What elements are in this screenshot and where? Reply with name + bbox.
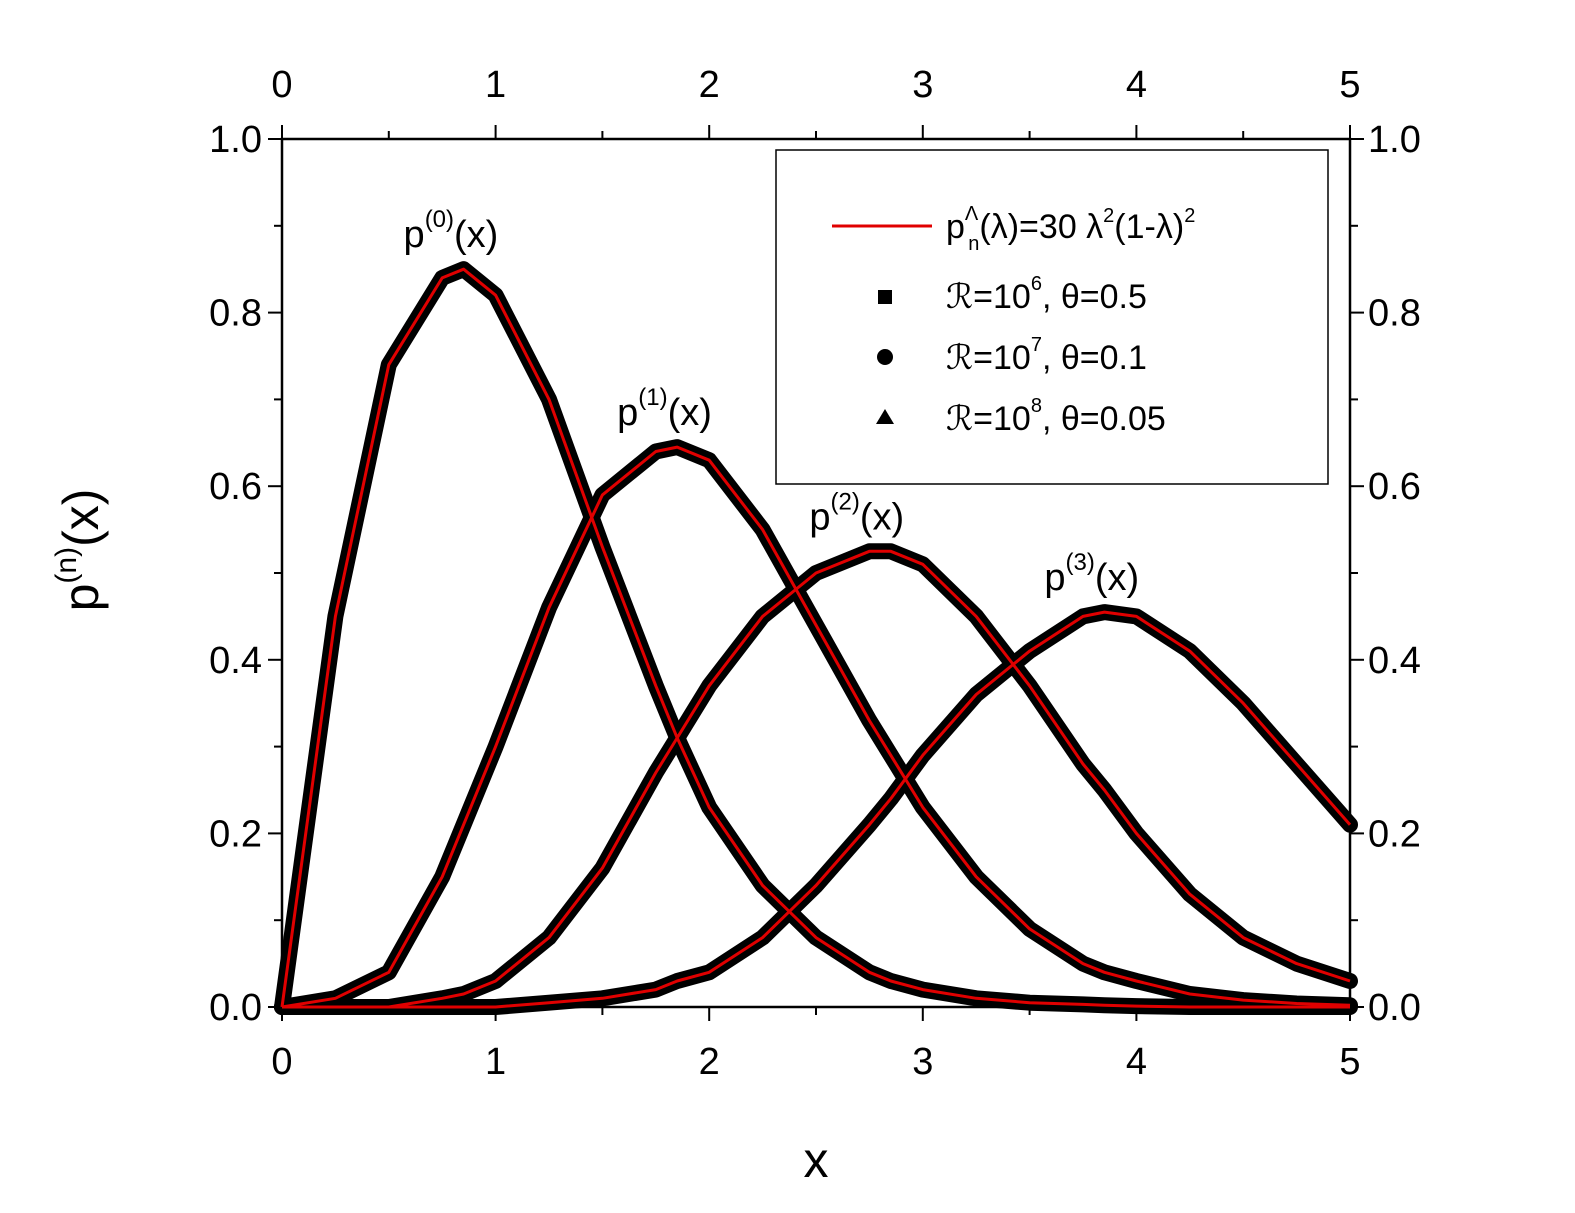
x-tick-label-bottom: 1 xyxy=(485,1041,506,1083)
curve-label-0: p(0)(x) xyxy=(404,206,499,256)
curve-label-3: p(3)(x) xyxy=(1044,549,1139,599)
x-tick-label-bottom: 3 xyxy=(912,1041,933,1083)
y-tick-label-left: 0.8 xyxy=(209,293,262,335)
legend-entry-r7: ℛ=107, θ=0.1 xyxy=(946,334,1147,377)
x-tick-label-bottom: 4 xyxy=(1126,1041,1147,1083)
legend-entry-r8: ℛ=108, θ=0.05 xyxy=(946,395,1166,438)
y-axis-title-base: p xyxy=(53,584,109,612)
curve-annotations: p(0)(x) p(1)(x) p(2)(x) p(3)(x) xyxy=(404,206,1140,599)
y-axis-title-tail: (x) xyxy=(53,489,109,547)
model-curve-2 xyxy=(282,549,1351,1009)
x-tick-label-top: 1 xyxy=(485,64,506,106)
model-curve-3 xyxy=(282,610,1352,1009)
x-tick-label-bottom: 0 xyxy=(271,1041,292,1083)
x-tick-label-bottom: 2 xyxy=(699,1041,720,1083)
legend: pΛ n(λ)=30 λ2(1-λ)2 ℛ=106, θ=0.5 ℛ=107, θ… xyxy=(775,149,1329,485)
legend-triangle-marker xyxy=(876,409,894,424)
y-tick-label-left: 1.0 xyxy=(209,119,262,161)
y-tick-label-right: 1.0 xyxy=(1368,119,1421,161)
data-curves xyxy=(280,267,1352,1009)
x-axis-title: x xyxy=(804,1132,829,1188)
y-tick-label-left: 0.6 xyxy=(209,466,262,508)
y-tick-label-right: 0.4 xyxy=(1368,640,1421,682)
y-tick-label-left: 0.2 xyxy=(209,813,262,855)
y-tick-label-right: 0.2 xyxy=(1368,813,1421,855)
y-tick-label-right: 0.8 xyxy=(1368,293,1421,335)
y-tick-label-left: 0.0 xyxy=(209,987,262,1029)
legend-box xyxy=(775,149,1329,485)
model-curve-0 xyxy=(280,267,1350,1009)
curve-label-2: p(2)(x) xyxy=(809,488,904,538)
x-tick-label-top: 0 xyxy=(271,64,292,106)
legend-square-marker xyxy=(878,290,892,304)
legend-circle-marker xyxy=(877,349,893,365)
x-tick-label-top: 5 xyxy=(1339,64,1360,106)
y-tick-label-right: 0.0 xyxy=(1368,987,1421,1029)
x-tick-label-bottom: 5 xyxy=(1339,1041,1360,1083)
legend-entry-model: pΛ n(λ)=30 λ2(1-λ)2 xyxy=(946,203,1195,255)
x-tick-label-top: 3 xyxy=(912,64,933,106)
y-tick-label-right: 0.6 xyxy=(1368,466,1421,508)
y-axis-title: p(n)(x) xyxy=(50,489,109,612)
x-tick-label-top: 4 xyxy=(1126,64,1147,106)
y-tick-label-left: 0.4 xyxy=(209,640,262,682)
curve-label-1: p(1)(x) xyxy=(617,384,712,434)
x-tick-label-top: 2 xyxy=(699,64,720,106)
legend-entry-r6: ℛ=106, θ=0.5 xyxy=(946,273,1147,316)
simulation-band-3 xyxy=(274,604,1358,1015)
model-curve-1 xyxy=(281,445,1351,1009)
y-axis-title-sup: (n) xyxy=(50,547,83,584)
